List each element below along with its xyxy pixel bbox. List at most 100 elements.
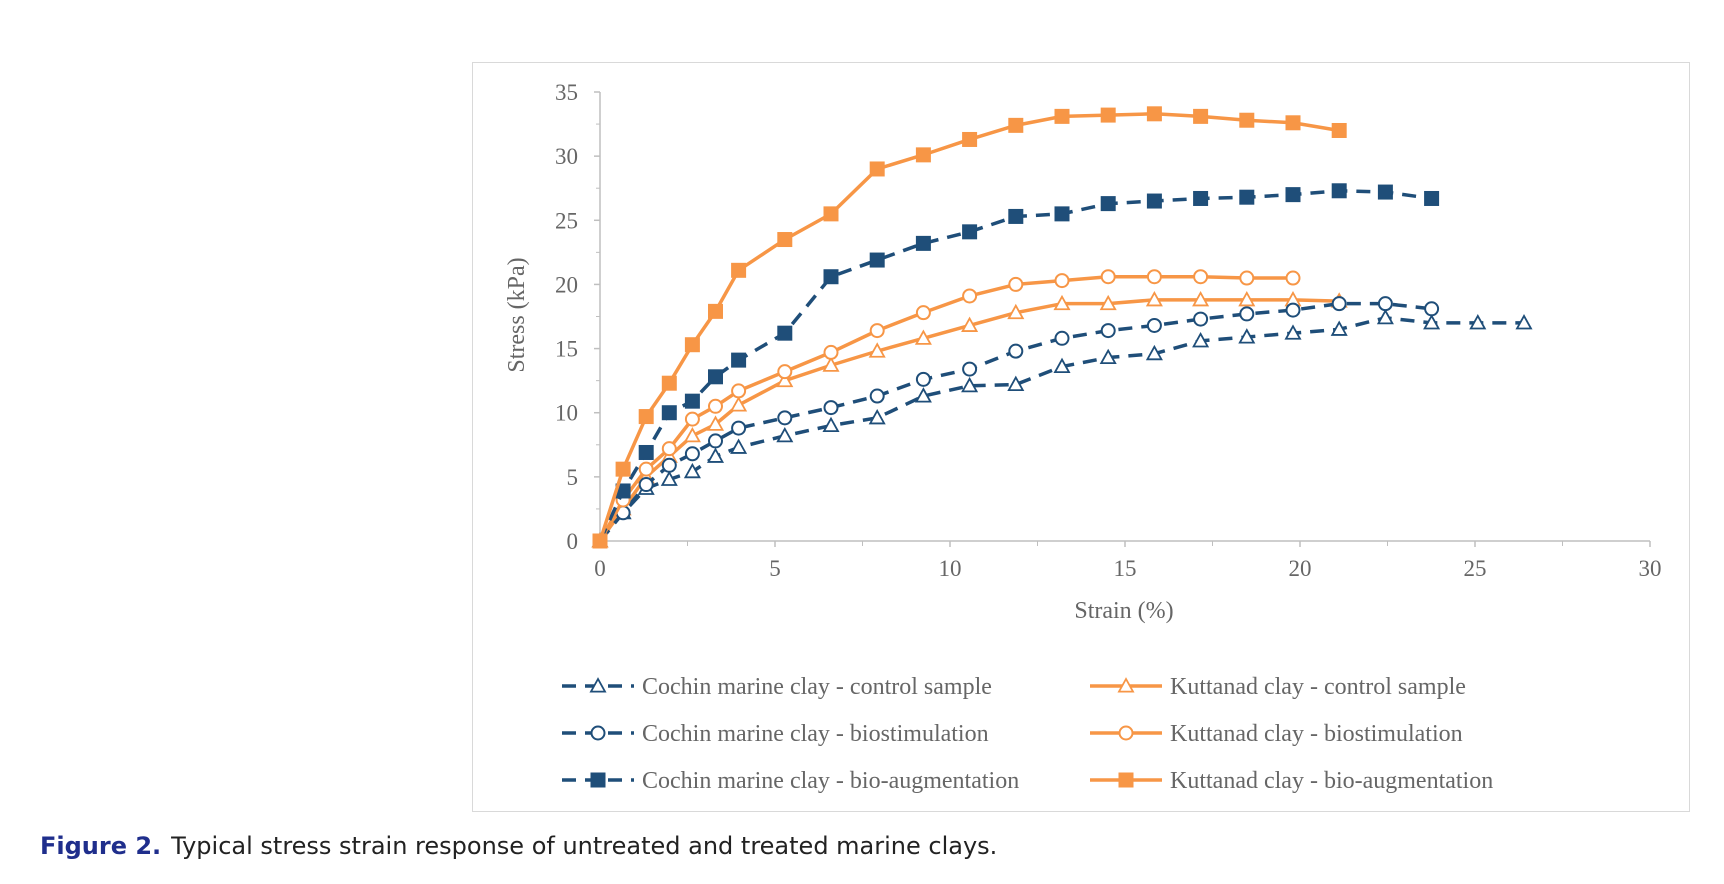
series-layer — [591, 106, 1533, 549]
data-point — [1100, 323, 1116, 339]
data-point — [961, 316, 979, 332]
data-point — [684, 337, 700, 353]
series-6 — [592, 106, 1347, 549]
figure-caption: Figure 2. Typical stress strain response … — [40, 832, 1690, 860]
data-point — [1239, 306, 1255, 322]
data-point — [914, 329, 932, 345]
data-point — [915, 305, 931, 321]
data-point — [661, 405, 677, 421]
y-tick-label: 0 — [567, 529, 579, 554]
data-point — [731, 383, 747, 399]
x-tick-label: 10 — [939, 556, 962, 581]
data-point — [1146, 317, 1162, 333]
series-line — [598, 189, 1432, 542]
data-point — [823, 206, 839, 222]
data-point — [823, 400, 839, 416]
data-point — [1054, 108, 1070, 124]
x-tick-label: 5 — [769, 556, 781, 581]
data-point — [1193, 190, 1209, 206]
data-point — [1238, 328, 1256, 344]
data-point — [1146, 106, 1162, 122]
series-line — [598, 301, 1432, 543]
legend-swatch-marker — [590, 725, 606, 741]
data-point — [1007, 375, 1025, 391]
data-point — [1054, 273, 1070, 289]
data-point — [1146, 269, 1162, 285]
data-point — [869, 323, 885, 339]
series-4 — [592, 269, 1301, 549]
data-point — [962, 131, 978, 147]
data-point — [1008, 117, 1024, 133]
y-axis-title: Stress (kPa) — [504, 257, 530, 372]
data-point — [777, 325, 793, 341]
data-point — [962, 361, 978, 377]
data-point — [1099, 294, 1117, 311]
data-point — [962, 224, 978, 240]
data-point — [869, 161, 885, 177]
x-axis-title: Strain (%) — [1074, 598, 1173, 624]
legend-item: Cochin marine clay - biostimulation — [562, 721, 989, 747]
y-tick-label: 30 — [555, 144, 578, 169]
data-point — [638, 477, 654, 493]
legend-label: Kuttanad clay - control sample — [1170, 674, 1466, 700]
data-point — [731, 420, 747, 436]
data-point — [706, 447, 725, 463]
y-tick-label: 10 — [555, 401, 578, 426]
data-point — [730, 438, 748, 454]
series-line — [598, 274, 1295, 543]
data-point — [777, 232, 793, 248]
data-point — [708, 398, 723, 414]
legend-swatch-marker — [1118, 725, 1134, 741]
data-point — [684, 446, 700, 462]
data-point — [1146, 193, 1162, 209]
data-point — [1469, 314, 1487, 330]
data-point — [1008, 276, 1024, 292]
data-point — [638, 444, 654, 460]
legend-item: Cochin marine clay - bio-augmentation — [562, 768, 1019, 794]
data-point — [869, 252, 885, 268]
data-point — [868, 408, 886, 425]
legend-label: Kuttanad clay - bio-augmentation — [1170, 768, 1493, 794]
data-point — [661, 441, 677, 457]
legend-label: Cochin marine clay - bio-augmentation — [642, 768, 1019, 794]
data-point — [1423, 314, 1441, 330]
data-point — [1285, 302, 1301, 318]
legend-label: Cochin marine clay - control sample — [642, 674, 992, 700]
data-point — [592, 533, 608, 549]
data-point — [869, 388, 885, 404]
x-tick-label: 25 — [1464, 556, 1487, 581]
y-tick-label: 15 — [555, 337, 578, 362]
data-point — [914, 387, 932, 403]
data-point — [962, 288, 978, 304]
data-point — [661, 457, 677, 473]
data-point — [776, 371, 794, 388]
data-point — [777, 410, 793, 426]
data-point — [1053, 294, 1071, 311]
legend-item: Cochin marine clay - control sample — [562, 674, 992, 700]
data-point — [731, 262, 747, 278]
data-point — [1377, 296, 1393, 312]
legend-swatch-marker — [590, 772, 606, 788]
data-point — [1424, 190, 1440, 206]
data-point — [1100, 196, 1116, 212]
axes: 0 5 10 15 20 25 30 35 0 5 10 15 20 25 30 — [555, 80, 1662, 581]
series-line — [598, 298, 1341, 543]
data-point — [1331, 296, 1347, 312]
y-tick-label: 5 — [567, 465, 579, 490]
data-point — [661, 375, 677, 391]
data-point — [1193, 311, 1209, 327]
x-tick-label: 15 — [1114, 556, 1137, 581]
data-point — [1239, 112, 1255, 128]
data-point — [1330, 320, 1348, 336]
legend-swatch-marker — [589, 677, 607, 693]
data-point — [708, 433, 723, 449]
data-point — [1008, 343, 1024, 359]
data-point — [1008, 208, 1024, 224]
data-point — [823, 269, 839, 285]
data-point — [1100, 269, 1116, 285]
data-point — [706, 415, 725, 431]
chart-frame — [472, 62, 1690, 812]
data-point — [1192, 290, 1210, 307]
data-point — [683, 462, 701, 479]
